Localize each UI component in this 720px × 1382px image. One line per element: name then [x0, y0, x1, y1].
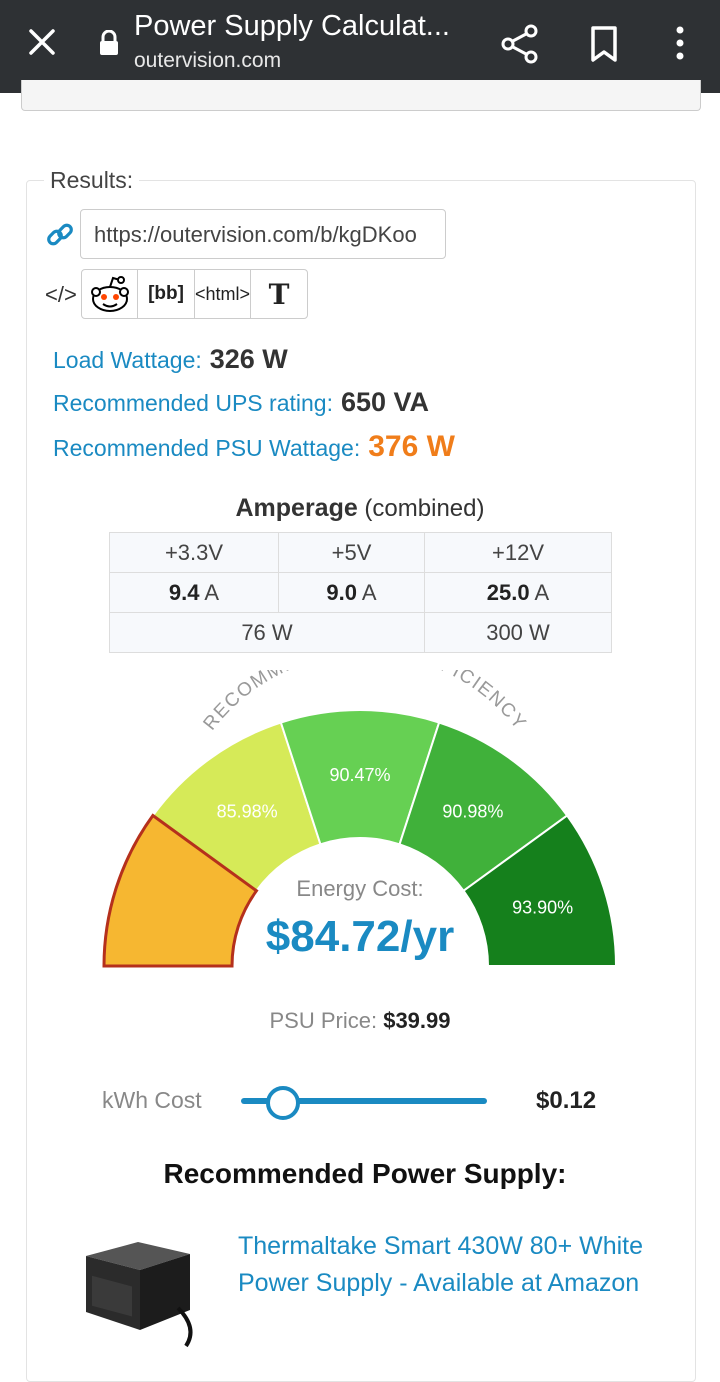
slider-thumb[interactable]	[266, 1086, 300, 1120]
header-12v: +12V	[424, 532, 612, 573]
psu-wattage-label: Recommended PSU Wattage:	[53, 435, 361, 461]
share-button-group: [bb] <html> T	[81, 269, 308, 319]
amps-unit: A	[199, 579, 220, 605]
amps-5v-value: 9.0	[326, 579, 357, 605]
efficiency-gauge: RECOMMENDED PSU EFFICIENCY 80.90%85.98%9…	[102, 670, 618, 968]
gauge-segment-label: 85.98%	[217, 802, 278, 822]
psu-wattage: Recommended PSU Wattage: 376 W	[53, 430, 455, 464]
psu-price-value: $39.99	[383, 1008, 451, 1033]
html-share-button[interactable]: <html>	[195, 270, 251, 318]
ups-rating: Recommended UPS rating: 650 VA	[53, 387, 429, 418]
load-wattage-value: 326 W	[209, 344, 288, 374]
amps-12v-value: 25.0	[486, 579, 530, 605]
load-wattage: Load Wattage: 326 W	[53, 344, 288, 375]
page-title: Power Supply Calculat...	[134, 10, 450, 42]
reddit-share-button[interactable]	[82, 270, 138, 318]
gauge-segment	[102, 813, 259, 968]
more-options-icon[interactable]	[664, 22, 696, 66]
page-url[interactable]: outervision.com	[134, 49, 282, 72]
results-legend: Results:	[44, 167, 140, 194]
ups-rating-value: 650 VA	[340, 387, 430, 417]
gauge-segment-label: 90.47%	[329, 765, 390, 785]
amps-unit: A	[529, 579, 550, 605]
kwh-cost-slider[interactable]	[241, 1084, 487, 1120]
psu-product-link[interactable]: Thermaltake Smart 430W 80+ White Power S…	[238, 1232, 644, 1297]
text-share-button[interactable]: T	[268, 277, 290, 311]
link-icon	[47, 223, 73, 246]
browser-toolbar: Power Supply Calculat... outervision.com	[0, 0, 720, 93]
kwh-cost-label: kWh Cost	[102, 1087, 202, 1113]
amperage-title: Amperage (combined)	[110, 494, 610, 523]
reddit-icon	[90, 276, 129, 312]
psu-wattage-value: 376 W	[368, 430, 455, 463]
energy-cost-label: Energy Cost:	[296, 876, 424, 901]
psu-price-label: PSU Price:	[269, 1008, 384, 1033]
lock-icon	[100, 30, 118, 55]
psu-price: PSU Price: $39.99	[160, 1008, 560, 1034]
amps-5v: 9.0 A	[278, 572, 425, 613]
code-icon: </>	[45, 282, 77, 307]
amps-unit: A	[357, 579, 377, 605]
amperage-title-bold: Amperage	[235, 494, 358, 522]
header-3v3: +3.3V	[109, 532, 279, 573]
gauge-segment	[462, 814, 618, 967]
recommended-psu-title: Recommended Power Supply:	[163, 1158, 567, 1189]
ups-rating-label: Recommended UPS rating:	[53, 390, 333, 416]
share-icon[interactable]	[498, 22, 542, 66]
amps-3v3: 9.4 A	[109, 572, 279, 613]
amps-3v3-value: 9.4	[168, 579, 200, 605]
header-5v: +5V	[278, 532, 425, 573]
table-row: 9.4 A 9.0 A 25.0 A	[109, 572, 612, 613]
watts-12v: 300 W	[424, 612, 612, 653]
kwh-cost-value: $0.12	[536, 1087, 597, 1114]
gauge-segment-label: 90.98%	[442, 802, 503, 822]
watts-combined: 76 W	[109, 612, 425, 653]
amperage-title-rest: (combined)	[357, 495, 485, 522]
load-wattage-label: Load Wattage:	[53, 347, 202, 373]
close-icon[interactable]	[22, 22, 62, 62]
amps-12v: 25.0 A	[424, 572, 612, 613]
previous-section-box	[21, 80, 701, 111]
energy-cost-value: $84.72/yr	[265, 912, 455, 961]
share-url-field[interactable]: https://outervision.com/b/kgDKoo	[80, 209, 446, 259]
amperage-table: +3.3V +5V +12V 9.4 A 9.0 A 25.0 A 76 W 3…	[109, 532, 612, 653]
psu-product-image[interactable]	[78, 1238, 203, 1350]
gauge-segment-label: 93.90%	[512, 898, 573, 918]
bookmark-icon[interactable]	[582, 22, 626, 66]
bbcode-share-button[interactable]: [bb]	[138, 270, 195, 318]
table-row: 76 W 300 W	[109, 612, 612, 653]
table-row: +3.3V +5V +12V	[109, 532, 612, 573]
slider-track[interactable]	[241, 1098, 487, 1104]
